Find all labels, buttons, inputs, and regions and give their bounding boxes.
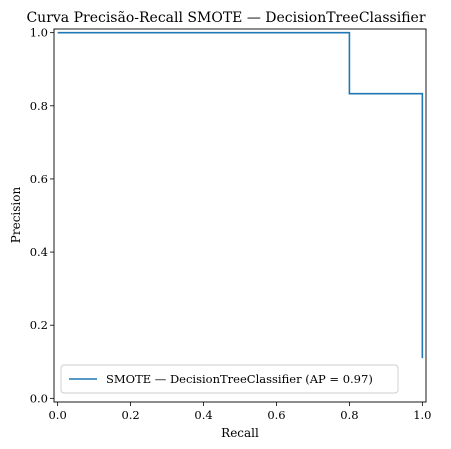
legend-box bbox=[60, 364, 399, 394]
x-tick-label: 0.2 bbox=[121, 408, 139, 422]
x-axis-label: Recall bbox=[221, 426, 259, 440]
y-tick-label: 0.6 bbox=[30, 172, 48, 186]
x-tick-label: 0.0 bbox=[48, 408, 66, 422]
y-tick-label: 1.0 bbox=[30, 26, 48, 40]
y-tick-label: 0.8 bbox=[30, 99, 48, 113]
x-tick-label: 1.0 bbox=[413, 408, 431, 422]
y-tick-label: 0.0 bbox=[30, 391, 48, 405]
y-axis-label: Precision bbox=[9, 187, 23, 244]
y-axis-ticks: 0.0 0.2 0.4 0.6 0.8 1.0 bbox=[30, 26, 54, 405]
x-tick-label: 0.4 bbox=[194, 408, 212, 422]
plot-area bbox=[54, 29, 426, 402]
legend: SMOTE — DecisionTreeClassifier (AP = 0.9… bbox=[60, 364, 399, 394]
x-axis-ticks: 0.0 0.2 0.4 0.6 0.8 1.0 bbox=[48, 402, 432, 422]
pr-curve-line bbox=[57, 31, 424, 359]
y-tick-label: 0.4 bbox=[30, 245, 48, 259]
series-layer bbox=[57, 31, 424, 359]
x-tick-label: 0.6 bbox=[267, 408, 285, 422]
chart-title: Curva Precisão-Recall SMOTE — DecisionTr… bbox=[26, 10, 425, 26]
plot-frame bbox=[53, 28, 427, 403]
x-tick-label: 0.8 bbox=[340, 408, 358, 422]
y-tick-label: 0.2 bbox=[30, 318, 48, 332]
legend-entry-label: SMOTE — DecisionTreeClassifier (AP = 0.9… bbox=[106, 372, 373, 386]
